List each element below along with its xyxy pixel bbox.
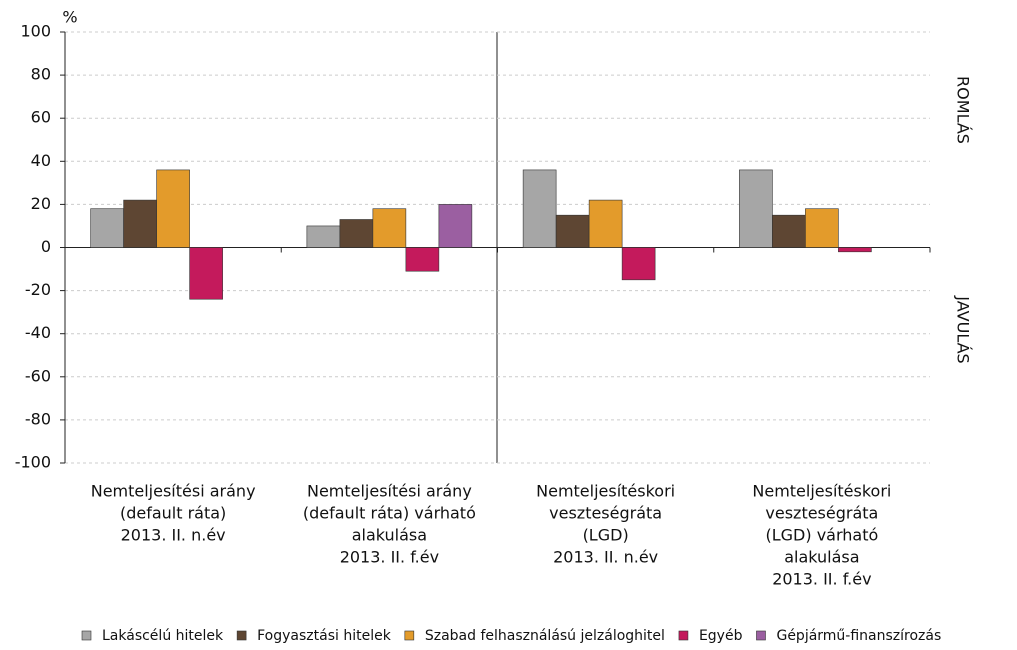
bar [522, 169, 557, 248]
bar [189, 247, 223, 300]
bar [372, 208, 407, 248]
x-tick-label: 2013. II. n.év [553, 548, 658, 567]
y-tick-label: -60 [25, 366, 51, 385]
x-tick-label: alakulása [784, 548, 859, 567]
bar [156, 169, 190, 248]
bar [621, 247, 656, 281]
x-tick-label: 2013. II. f.év [340, 548, 439, 567]
legend-swatch [678, 630, 689, 641]
y-tick-label: 20 [31, 194, 51, 213]
legend: Lakáscélú hitelek Fogyasztási hitelek Szab… [81, 628, 941, 644]
y-unit: % [62, 8, 77, 27]
bar [306, 225, 341, 248]
x-tick-label: Nemteljesítési arány [307, 482, 472, 501]
y-tick-label: -40 [25, 323, 51, 342]
x-tick-label: Nemteljesítéskori [536, 482, 675, 501]
x-tick-label: alakulása [352, 526, 427, 545]
legend-swatch [236, 630, 247, 641]
x-tick-label: (default ráta) [120, 504, 226, 523]
bar [588, 199, 623, 248]
legend-swatch [404, 630, 415, 641]
legend-swatch [81, 630, 92, 641]
y-tick-label: 40 [31, 151, 51, 170]
y-tick-label: -80 [25, 409, 51, 428]
bar [555, 214, 590, 248]
bar [438, 204, 473, 248]
bar [838, 247, 872, 253]
legend-swatch [756, 630, 766, 641]
legend-label: Egyéb [699, 628, 743, 644]
x-tick-label: Nemteljesítéskori [752, 482, 891, 501]
upper-label: ROMLÁS [954, 76, 973, 144]
y-tick-label: 80 [31, 65, 51, 84]
bar [405, 247, 440, 272]
bar [805, 208, 839, 248]
y-tick-label: -100 [15, 453, 51, 472]
x-tick-label: 2013. II. f.év [772, 570, 871, 589]
x-tick-label: Nemteljesítési arány [91, 482, 256, 501]
x-tick-label: (LGD) várható [765, 526, 878, 545]
y-tick-label: 100 [20, 22, 51, 41]
bar [339, 219, 374, 248]
x-tick-label: (LGD) [583, 526, 629, 545]
legend-label: Gépjármű-finanszírozás [776, 628, 941, 644]
x-tick-label: 2013. II. n.év [121, 526, 226, 545]
x-tick-label: veszteségráta [549, 504, 662, 523]
legend-label: Lakáscélú hitelek [102, 628, 224, 644]
lower-label: JAVULÁS [954, 295, 973, 363]
x-tick-label: veszteségráta [765, 504, 878, 523]
legend-label: Fogyasztási hitelek [257, 628, 392, 644]
bar [123, 199, 157, 248]
legend-label: Szabad felhasználású jelzáloghitel [425, 628, 665, 644]
y-tick-label: 60 [31, 108, 51, 127]
y-tick-label: 0 [41, 237, 51, 256]
y-tick-label: -20 [25, 280, 51, 299]
bar [739, 169, 773, 248]
x-tick-label: (default ráta) várható [303, 504, 476, 523]
bar [90, 208, 124, 248]
bar [772, 214, 806, 248]
